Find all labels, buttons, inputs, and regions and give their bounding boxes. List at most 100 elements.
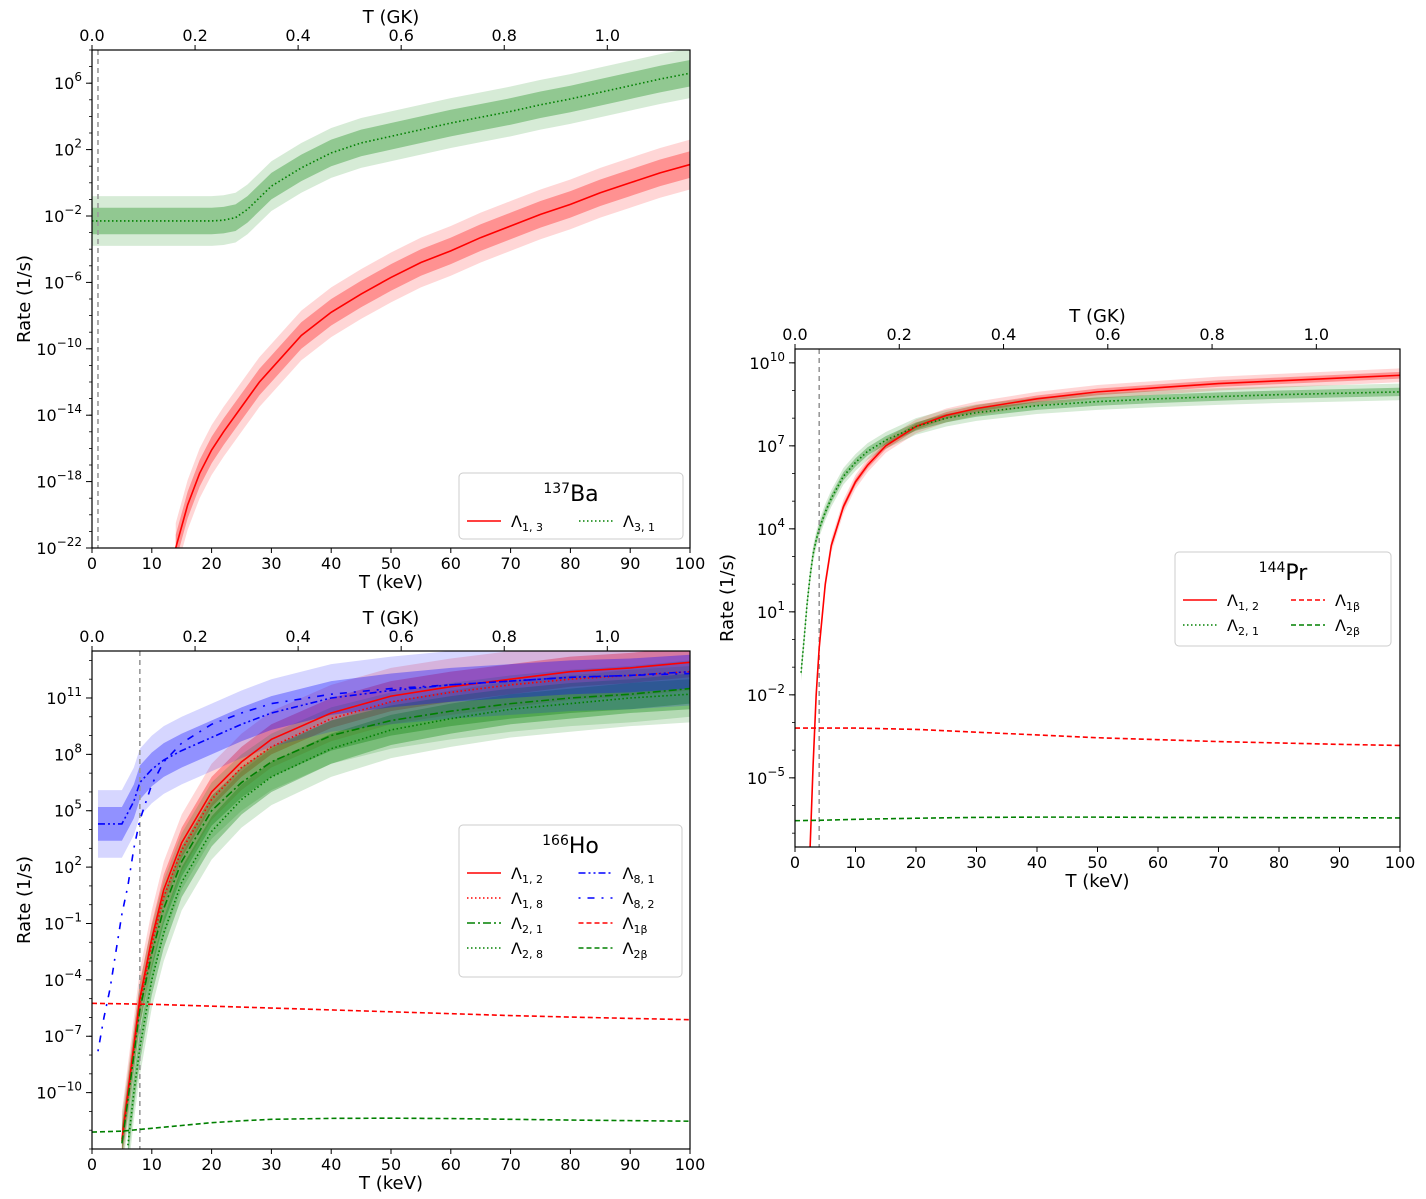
x-tick-label: 90 bbox=[620, 1155, 640, 1174]
x-tick-label: 60 bbox=[441, 1155, 461, 1174]
y-axis-title: Rate (1/s) bbox=[14, 856, 35, 944]
y-tick-label: 10−14 bbox=[36, 402, 82, 425]
top-axis-title: T (GK) bbox=[362, 7, 420, 28]
x-tick-label: 70 bbox=[500, 554, 520, 573]
chart-pr144: 0 10 20 30 40 50 60 70 80 90 100 T (keV) 0.0 0.2 0.4 0.… bbox=[717, 306, 1415, 892]
top-tick-label: 0.8 bbox=[492, 26, 517, 45]
x-tick-label: 40 bbox=[1027, 853, 1047, 872]
series-line-0 bbox=[174, 163, 690, 548]
legend-label-0: Λ1, 2 bbox=[1227, 591, 1259, 613]
plot-area bbox=[795, 349, 1400, 847]
y-tick-label: 102 bbox=[54, 137, 82, 160]
legend-label-1: Λ3, 1 bbox=[623, 512, 655, 534]
x-tick-label: 90 bbox=[620, 554, 640, 573]
x-tick-label: 100 bbox=[1385, 853, 1416, 872]
x-tick-label: 80 bbox=[560, 554, 580, 573]
y-tick-label: 10−1 bbox=[44, 910, 82, 933]
y-tick-label: 104 bbox=[757, 516, 785, 539]
series-line-2 bbox=[795, 727, 1400, 747]
x-tick-label: 80 bbox=[560, 1155, 580, 1174]
x-tick-label: 60 bbox=[441, 554, 461, 573]
x-tick-label: 60 bbox=[1148, 853, 1168, 872]
y-tick-label: 10−4 bbox=[44, 967, 82, 990]
top-tick-label: 0.2 bbox=[182, 627, 207, 646]
series-line-6 bbox=[92, 1002, 690, 1021]
top-tick-label: 1.0 bbox=[1304, 325, 1329, 344]
legend-label-3: Λ2β bbox=[1335, 616, 1360, 638]
series-line-3 bbox=[795, 816, 1400, 822]
top-tick-label: 1.0 bbox=[595, 627, 620, 646]
y-tick-label: 10−18 bbox=[36, 469, 82, 492]
x-tick-label: 20 bbox=[201, 554, 221, 573]
top-tick-label: 0.4 bbox=[285, 627, 310, 646]
x-tick-label: 100 bbox=[675, 1155, 706, 1174]
uncertainty-band-outer-1 bbox=[92, 50, 690, 246]
legend-label-0: Λ1, 3 bbox=[511, 512, 543, 534]
y-tick-label: 1011 bbox=[46, 685, 82, 708]
series-line-3 bbox=[127, 693, 690, 1146]
top-tick-label: 0.2 bbox=[887, 325, 912, 344]
x-tick-label: 70 bbox=[1208, 853, 1228, 872]
x-tick-label: 70 bbox=[500, 1155, 520, 1174]
x-tick-label: 30 bbox=[261, 1155, 281, 1174]
legend-label-7: Λ2β bbox=[623, 939, 648, 961]
top-tick-label: 1.0 bbox=[595, 26, 620, 45]
top-tick-label: 0.6 bbox=[1095, 325, 1120, 344]
legend-label-1: Λ1, 8 bbox=[511, 889, 543, 911]
y-axis-title: Rate (1/s) bbox=[14, 255, 35, 343]
y-tick-label: 108 bbox=[54, 741, 82, 764]
x-tick-label: 50 bbox=[381, 554, 401, 573]
top-tick-label: 0.6 bbox=[388, 627, 413, 646]
uncertainty-band-inner-4 bbox=[97, 654, 690, 841]
y-tick-label: 1010 bbox=[749, 350, 785, 373]
legend-box bbox=[458, 472, 684, 540]
y-tick-label: 10−22 bbox=[36, 535, 82, 558]
top-axis-title: T (GK) bbox=[1068, 306, 1126, 327]
top-tick-label: 0.8 bbox=[1199, 325, 1224, 344]
y-tick-label: 102 bbox=[54, 854, 82, 877]
plot-area bbox=[92, 651, 690, 1149]
y-tick-label: 10−2 bbox=[44, 203, 82, 226]
legend-label-2: Λ1β bbox=[1335, 591, 1360, 613]
top-tick-label: 0.4 bbox=[991, 325, 1016, 344]
x-axis-title: T (keV) bbox=[358, 572, 423, 593]
x-tick-label: 0 bbox=[790, 853, 800, 872]
series-line-2 bbox=[121, 687, 690, 1144]
x-tick-label: 20 bbox=[201, 1155, 221, 1174]
top-tick-label: 0.4 bbox=[285, 26, 310, 45]
top-tick-label: 0.0 bbox=[782, 325, 807, 344]
x-tick-label: 30 bbox=[261, 554, 281, 573]
uncertainty-band-outer-4 bbox=[97, 651, 690, 858]
x-tick-label: 10 bbox=[142, 554, 162, 573]
x-tick-label: 40 bbox=[321, 554, 341, 573]
legend-label-2: Λ2, 1 bbox=[511, 914, 543, 936]
y-tick-label: 107 bbox=[757, 433, 785, 456]
top-tick-label: 0.2 bbox=[182, 26, 207, 45]
chart-ho166: 0 10 20 30 40 50 60 70 80 90 100 T (keV) 0.0 0.2 0.4 0.… bbox=[14, 608, 705, 1194]
legend-title: 144Pr bbox=[1259, 560, 1309, 586]
y-tick-label: 101 bbox=[757, 599, 785, 622]
y-tick-label: 10−7 bbox=[44, 1023, 82, 1046]
legend-box bbox=[1174, 551, 1392, 647]
x-axis-title: T (keV) bbox=[358, 1173, 423, 1194]
x-tick-label: 0 bbox=[87, 554, 97, 573]
y-tick-label: 106 bbox=[54, 70, 82, 93]
x-tick-label: 50 bbox=[381, 1155, 401, 1174]
legend-label-6: Λ1β bbox=[623, 914, 648, 936]
x-tick-label: 30 bbox=[966, 853, 986, 872]
series-line-4 bbox=[97, 670, 690, 825]
legend: 166Ho Λ1, 2 Λ1, 8 Λ2, 1 Λ2, 8 Λ8, 1 Λ8, 2 Λ1β Λ2… bbox=[458, 824, 683, 978]
x-tick-label: 90 bbox=[1329, 853, 1349, 872]
uncertainty-band-inner-0 bbox=[175, 151, 690, 548]
x-tick-label: 80 bbox=[1269, 853, 1289, 872]
chart-ba137: 0 10 20 30 40 50 60 70 80 90 100 T (keV) 0.0 0.2 0.4 0.… bbox=[14, 7, 705, 593]
y-tick-label: 10−10 bbox=[36, 1080, 82, 1103]
legend-label-0: Λ1, 2 bbox=[511, 864, 543, 886]
legend-title: 137Ba bbox=[543, 481, 598, 507]
y-tick-label: 10−10 bbox=[36, 336, 82, 359]
top-tick-label: 0.8 bbox=[492, 627, 517, 646]
x-tick-label: 50 bbox=[1087, 853, 1107, 872]
